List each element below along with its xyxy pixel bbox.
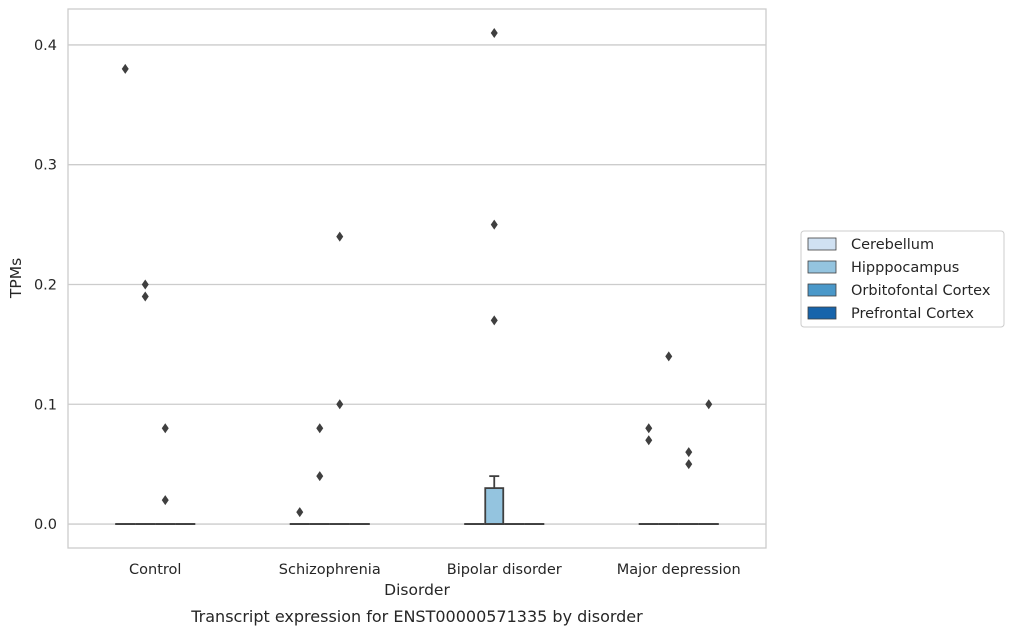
outlier-point (296, 507, 304, 518)
box-plot (155, 423, 176, 525)
outlier-point (336, 231, 344, 242)
outlier-point (490, 219, 498, 230)
outlier-point (336, 399, 344, 410)
legend-swatch (807, 260, 837, 274)
outlier-point (121, 63, 129, 74)
x-axis-ticks: Control Schizophrenia Bipolar disorder Majo… (129, 562, 741, 578)
box-plot (289, 507, 310, 525)
box-plot (329, 231, 350, 525)
legend-swatch (807, 306, 837, 320)
y-axis-ticks: 0.0 0.1 0.2 0.3 0.4 (34, 38, 57, 533)
y-axis-label: TPMs (7, 258, 25, 299)
grid-lines (68, 44, 766, 525)
outlier-point (316, 471, 324, 482)
outlier-point (141, 291, 149, 302)
outlier-point (161, 423, 169, 434)
outlier-point (645, 435, 653, 446)
legend-swatch (807, 237, 837, 251)
outlier-point (316, 423, 324, 434)
box-plot (484, 27, 505, 525)
outlier-point (685, 447, 693, 458)
legend-frame (800, 230, 1005, 328)
plot-area-frame (67, 8, 767, 549)
box-plot (309, 423, 330, 525)
box-plot (115, 63, 136, 525)
outlier-point (645, 423, 653, 434)
y-tick-label: 0.3 (34, 158, 57, 174)
chart-caption: Transcript expression for ENST0000057133… (190, 607, 643, 626)
x-axis-label: Disorder (384, 581, 450, 599)
outlier-point (161, 495, 169, 506)
box-plots (115, 27, 719, 525)
x-tick-label: Bipolar disorder (447, 562, 562, 578)
outlier-point (490, 27, 498, 38)
box-iqr (484, 487, 505, 525)
outlier-point (705, 399, 713, 410)
y-tick-label: 0.4 (34, 38, 57, 54)
outlier-point (685, 459, 693, 470)
x-tick-label: Major depression (617, 562, 741, 578)
outlier-point (490, 315, 498, 326)
legend: Cerebellum Hipppocampus Orbitofontal Corte… (800, 230, 1005, 328)
legend-label: Cerebellum (851, 237, 934, 253)
box-plot (658, 351, 679, 525)
x-tick-label: Schizophrenia (279, 562, 381, 578)
x-tick-label: Control (129, 562, 181, 578)
outlier-point (141, 279, 149, 290)
box-plot (638, 423, 659, 525)
legend-swatch (807, 283, 837, 297)
legend-label: Prefrontal Cortex (851, 306, 974, 322)
box-plot (678, 447, 699, 525)
legend-label: Hipppocampus (851, 260, 959, 276)
y-tick-label: 0.0 (34, 517, 57, 533)
y-tick-label: 0.2 (34, 277, 57, 293)
box-plot (698, 399, 719, 525)
y-tick-label: 0.1 (34, 397, 57, 413)
outlier-point (665, 351, 673, 362)
box-plot (135, 279, 156, 525)
legend-label: Orbitofontal Cortex (851, 283, 991, 299)
